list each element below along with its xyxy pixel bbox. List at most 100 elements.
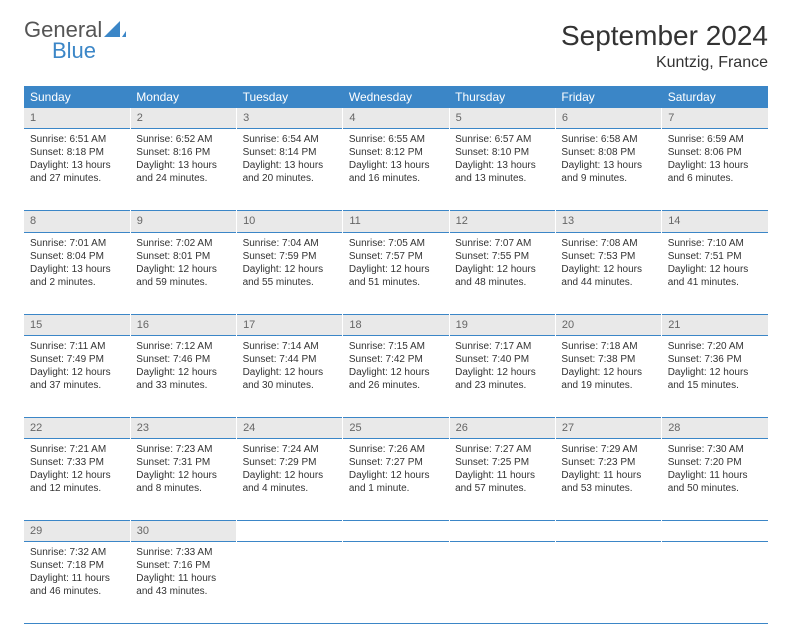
day-number-row: 891011121314	[24, 211, 768, 232]
sunset-line: Sunset: 8:16 PM	[136, 146, 230, 159]
day-number: 16	[130, 314, 236, 335]
day-number: 19	[449, 314, 555, 335]
day-number: 5	[449, 108, 555, 129]
sunset-line: Sunset: 7:44 PM	[243, 353, 337, 366]
sunrise-line: Sunrise: 7:27 AM	[455, 443, 549, 456]
day-cell: Sunrise: 7:07 AMSunset: 7:55 PMDaylight:…	[449, 232, 555, 314]
day-number: 18	[343, 314, 449, 335]
day-cell: Sunrise: 6:59 AMSunset: 8:06 PMDaylight:…	[662, 129, 768, 211]
sunrise-line: Sunrise: 7:10 AM	[668, 237, 762, 250]
day-number: 7	[662, 108, 768, 129]
day-cell: Sunrise: 7:15 AMSunset: 7:42 PMDaylight:…	[343, 335, 449, 417]
sunset-line: Sunset: 7:33 PM	[30, 456, 124, 469]
sunrise-line: Sunrise: 6:57 AM	[455, 133, 549, 146]
daylight-line: Daylight: 11 hours and 53 minutes.	[561, 469, 655, 495]
page-subtitle: Kuntzig, France	[561, 54, 768, 72]
day-number: 22	[24, 417, 130, 438]
daylight-line: Daylight: 12 hours and 12 minutes.	[30, 469, 124, 495]
day-number: 9	[130, 211, 236, 232]
day-cell: Sunrise: 6:51 AMSunset: 8:18 PMDaylight:…	[24, 129, 130, 211]
day-number-row: 15161718192021	[24, 314, 768, 335]
daylight-line: Daylight: 13 hours and 9 minutes.	[561, 159, 655, 185]
sunrise-line: Sunrise: 7:21 AM	[30, 443, 124, 456]
sunrise-line: Sunrise: 7:05 AM	[349, 237, 443, 250]
day-number	[555, 521, 661, 542]
sunrise-line: Sunrise: 6:52 AM	[136, 133, 230, 146]
day-cell: Sunrise: 7:23 AMSunset: 7:31 PMDaylight:…	[130, 439, 236, 521]
sunset-line: Sunset: 7:51 PM	[668, 250, 762, 263]
daylight-line: Daylight: 11 hours and 43 minutes.	[136, 572, 230, 598]
day-number: 14	[662, 211, 768, 232]
day-number: 27	[555, 417, 661, 438]
sunrise-line: Sunrise: 7:11 AM	[30, 340, 124, 353]
sunset-line: Sunset: 7:53 PM	[561, 250, 655, 263]
sunset-line: Sunset: 8:01 PM	[136, 250, 230, 263]
sail-icon	[104, 21, 126, 37]
header: General Blue September 2024 Kuntzig, Fra…	[24, 20, 768, 72]
daylight-line: Daylight: 11 hours and 46 minutes.	[30, 572, 124, 598]
day-cell: Sunrise: 7:29 AMSunset: 7:23 PMDaylight:…	[555, 439, 661, 521]
day-number: 11	[343, 211, 449, 232]
daylight-line: Daylight: 13 hours and 20 minutes.	[243, 159, 337, 185]
day-cell: Sunrise: 6:54 AMSunset: 8:14 PMDaylight:…	[237, 129, 343, 211]
sunset-line: Sunset: 8:18 PM	[30, 146, 124, 159]
day-number: 1	[24, 108, 130, 129]
sunrise-line: Sunrise: 7:02 AM	[136, 237, 230, 250]
day-number: 28	[662, 417, 768, 438]
sunset-line: Sunset: 7:23 PM	[561, 456, 655, 469]
day-number: 8	[24, 211, 130, 232]
title-block: September 2024 Kuntzig, France	[561, 20, 768, 72]
sunrise-line: Sunrise: 7:24 AM	[243, 443, 337, 456]
weekday-header: Thursday	[449, 86, 555, 108]
day-cell: Sunrise: 7:08 AMSunset: 7:53 PMDaylight:…	[555, 232, 661, 314]
sunset-line: Sunset: 7:25 PM	[455, 456, 549, 469]
daylight-line: Daylight: 12 hours and 8 minutes.	[136, 469, 230, 495]
sunrise-line: Sunrise: 7:08 AM	[561, 237, 655, 250]
sunrise-line: Sunrise: 6:59 AM	[668, 133, 762, 146]
day-cell: Sunrise: 7:12 AMSunset: 7:46 PMDaylight:…	[130, 335, 236, 417]
daylight-line: Daylight: 12 hours and 30 minutes.	[243, 366, 337, 392]
day-cell: Sunrise: 7:01 AMSunset: 8:04 PMDaylight:…	[24, 232, 130, 314]
daylight-line: Daylight: 13 hours and 24 minutes.	[136, 159, 230, 185]
sunrise-line: Sunrise: 7:17 AM	[455, 340, 549, 353]
day-number: 30	[130, 521, 236, 542]
day-cell: Sunrise: 6:52 AMSunset: 8:16 PMDaylight:…	[130, 129, 236, 211]
day-cell: Sunrise: 7:24 AMSunset: 7:29 PMDaylight:…	[237, 439, 343, 521]
day-cell: Sunrise: 7:20 AMSunset: 7:36 PMDaylight:…	[662, 335, 768, 417]
sunrise-line: Sunrise: 7:33 AM	[136, 546, 230, 559]
sunset-line: Sunset: 7:49 PM	[30, 353, 124, 366]
day-number: 24	[237, 417, 343, 438]
day-number	[449, 521, 555, 542]
weekday-header: Tuesday	[237, 86, 343, 108]
day-cell: Sunrise: 7:18 AMSunset: 7:38 PMDaylight:…	[555, 335, 661, 417]
daylight-line: Daylight: 12 hours and 51 minutes.	[349, 263, 443, 289]
weekday-header: Friday	[555, 86, 661, 108]
day-cell: Sunrise: 7:17 AMSunset: 7:40 PMDaylight:…	[449, 335, 555, 417]
calendar-table: SundayMondayTuesdayWednesdayThursdayFrid…	[24, 86, 768, 624]
sunrise-line: Sunrise: 7:12 AM	[136, 340, 230, 353]
sunset-line: Sunset: 7:20 PM	[668, 456, 762, 469]
day-number	[237, 521, 343, 542]
sunset-line: Sunset: 7:59 PM	[243, 250, 337, 263]
sunset-line: Sunset: 7:46 PM	[136, 353, 230, 366]
weekday-header: Wednesday	[343, 86, 449, 108]
sunset-line: Sunset: 7:18 PM	[30, 559, 124, 572]
sunset-line: Sunset: 7:40 PM	[455, 353, 549, 366]
week-row: Sunrise: 7:01 AMSunset: 8:04 PMDaylight:…	[24, 232, 768, 314]
weekday-header-row: SundayMondayTuesdayWednesdayThursdayFrid…	[24, 86, 768, 108]
day-number-row: 1234567	[24, 108, 768, 129]
daylight-line: Daylight: 12 hours and 33 minutes.	[136, 366, 230, 392]
day-number: 20	[555, 314, 661, 335]
sunrise-line: Sunrise: 7:26 AM	[349, 443, 443, 456]
day-number: 17	[237, 314, 343, 335]
day-cell: Sunrise: 7:10 AMSunset: 7:51 PMDaylight:…	[662, 232, 768, 314]
sunset-line: Sunset: 8:14 PM	[243, 146, 337, 159]
day-number: 12	[449, 211, 555, 232]
day-number: 21	[662, 314, 768, 335]
daylight-line: Daylight: 13 hours and 13 minutes.	[455, 159, 549, 185]
sunrise-line: Sunrise: 7:20 AM	[668, 340, 762, 353]
sunrise-line: Sunrise: 7:01 AM	[30, 237, 124, 250]
daylight-line: Daylight: 12 hours and 37 minutes.	[30, 366, 124, 392]
sunrise-line: Sunrise: 7:15 AM	[349, 340, 443, 353]
day-cell: Sunrise: 7:02 AMSunset: 8:01 PMDaylight:…	[130, 232, 236, 314]
